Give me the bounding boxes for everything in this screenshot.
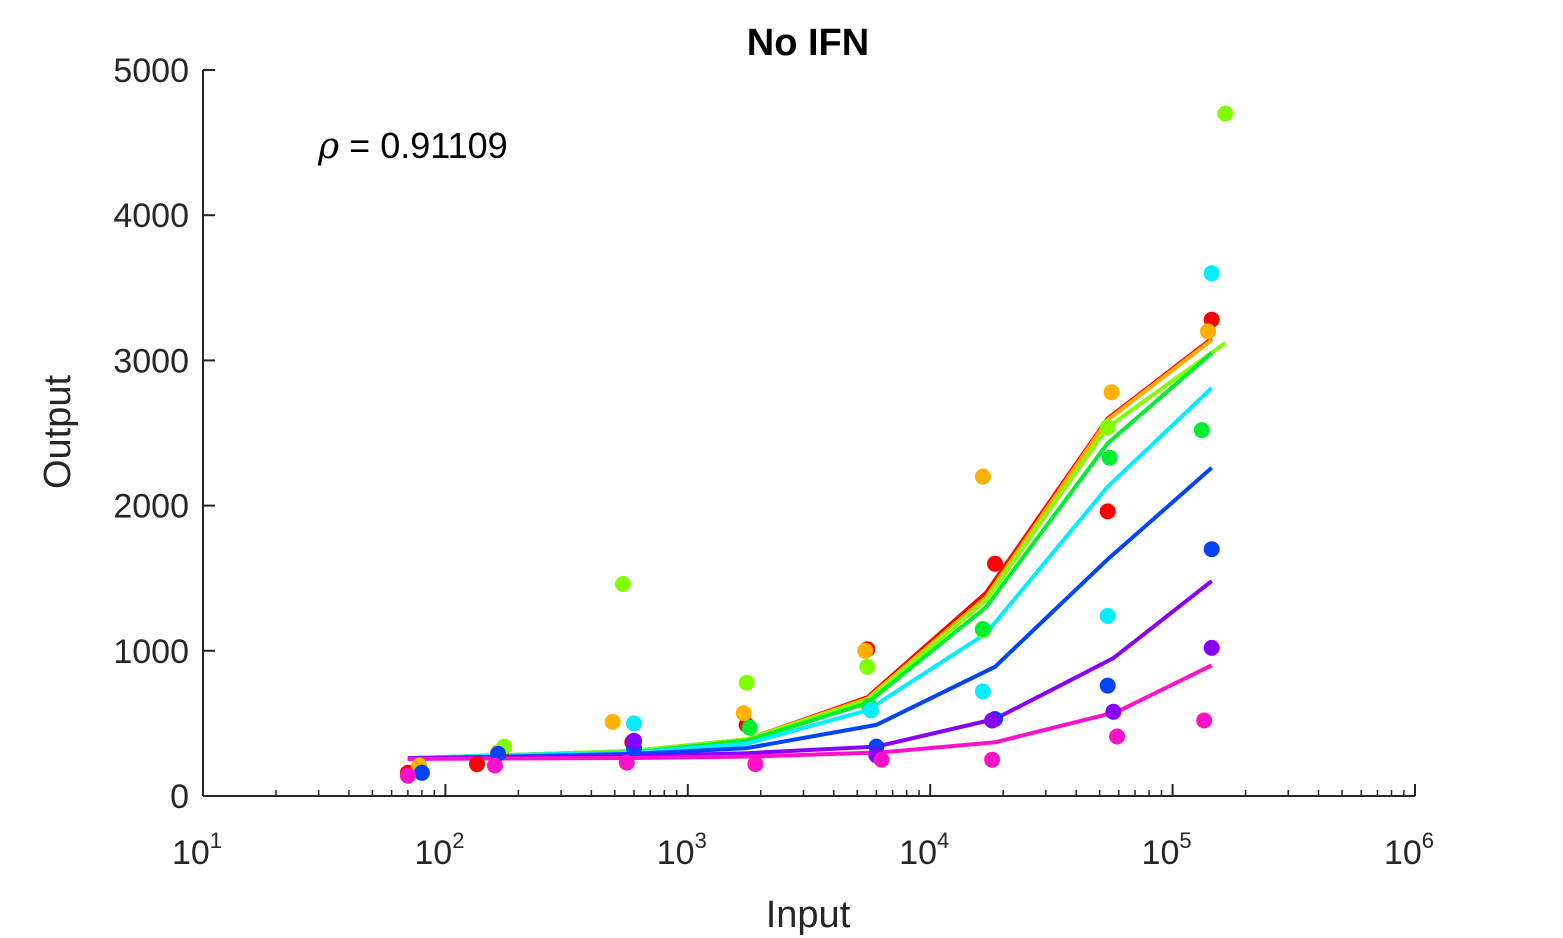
data-point-series-8 [618,754,635,771]
y-tick-label: 5000 [113,52,189,90]
x-tick-label: 103 [657,828,707,872]
fit-lines [407,337,1227,761]
x-tick-label: 101 [172,828,222,872]
x-tick-label: 106 [1384,828,1434,872]
x-tick-exponent: 2 [452,828,464,853]
data-point-series-4 [1193,422,1210,439]
fit-line-8 [407,663,1213,761]
correlation-value: = 0.91109 [339,125,508,166]
y-tick-label: 3000 [113,342,189,380]
x-tick-exponent: 3 [695,828,707,853]
data-point-series-8 [486,757,503,774]
fit-line-1 [407,337,1213,761]
axes [202,70,1415,797]
data-point-series-3 [614,576,631,592]
data-point-series-8 [1196,712,1213,729]
fit-line-4 [407,351,1214,761]
x-tick-exponent: 5 [1179,828,1191,853]
fit-line-6 [407,466,1214,761]
data-point-series-2 [1103,384,1120,401]
data-point-series-2 [735,705,752,722]
x-tick-base: 10 [172,834,210,872]
x-tick-label: 102 [414,828,464,872]
chart-title: No IFN [747,22,869,64]
data-point-series-3 [738,674,755,691]
data-point-series-5 [1203,265,1220,282]
data-point-series-5 [863,702,879,719]
x-tick-base: 10 [414,834,452,872]
data-point-series-6 [1099,677,1116,694]
data-point-series-4 [741,719,758,736]
x-tick-exponent: 1 [210,828,222,853]
series-layer [399,105,1234,784]
data-point-series-7 [1105,703,1122,720]
data-point-series-6 [1203,541,1220,558]
data-point-series-1 [469,756,485,773]
rho-symbol: ρ [317,126,339,167]
data-point-series-3 [859,658,876,675]
data-point-series-4 [974,621,991,637]
data-point-series-1 [987,555,1003,572]
data-point-series-6 [413,764,430,781]
y-tick-label: 4000 [113,197,189,235]
data-point-series-5 [626,715,642,732]
correlation-annotation: ρ = 0.91109 [317,125,508,167]
y-tick-label: 1000 [113,633,189,671]
fit-line-3 [407,341,1227,761]
x-axis-label: Input [766,894,851,936]
y-axis-label: Output [37,375,79,490]
fit-line-7 [407,579,1213,761]
data-points [399,105,1234,784]
data-point-series-5 [1099,608,1116,624]
x-tick-base: 10 [657,834,695,872]
data-point-series-7 [984,712,1001,729]
data-point-series-8 [1109,728,1126,745]
data-point-series-2 [974,468,991,485]
data-point-series-7 [1203,639,1220,656]
data-point-series-8 [984,751,1001,768]
data-point-series-2 [857,642,874,659]
data-point-series-8 [747,756,764,773]
y-tick-label: 2000 [113,488,189,526]
fit-line-2 [407,338,1213,761]
x-tick-base: 10 [899,834,937,872]
data-point-series-7 [626,732,642,749]
x-tick-base: 10 [1142,834,1180,872]
y-tick-label: 0 [170,778,189,816]
data-point-series-8 [399,767,416,784]
data-point-series-3 [1099,419,1116,436]
x-tick-base: 10 [1384,834,1422,872]
data-point-series-5 [974,683,991,700]
x-tick-label: 104 [899,828,949,872]
data-point-series-4 [1101,449,1118,466]
data-point-series-8 [873,751,890,768]
x-tick-label: 105 [1142,828,1192,872]
data-point-series-2 [1200,323,1216,340]
x-tick-exponent: 6 [1422,828,1434,853]
data-point-series-3 [1217,105,1234,122]
data-point-series-1 [1099,503,1116,520]
x-tick-exponent: 4 [937,828,949,853]
data-point-series-2 [604,713,621,730]
